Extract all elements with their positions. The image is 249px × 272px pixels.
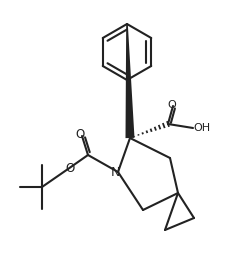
Polygon shape xyxy=(125,24,134,138)
Text: OH: OH xyxy=(193,123,211,133)
Text: N: N xyxy=(110,165,120,178)
Text: O: O xyxy=(65,162,75,175)
Text: O: O xyxy=(75,128,85,141)
Text: O: O xyxy=(168,100,176,110)
